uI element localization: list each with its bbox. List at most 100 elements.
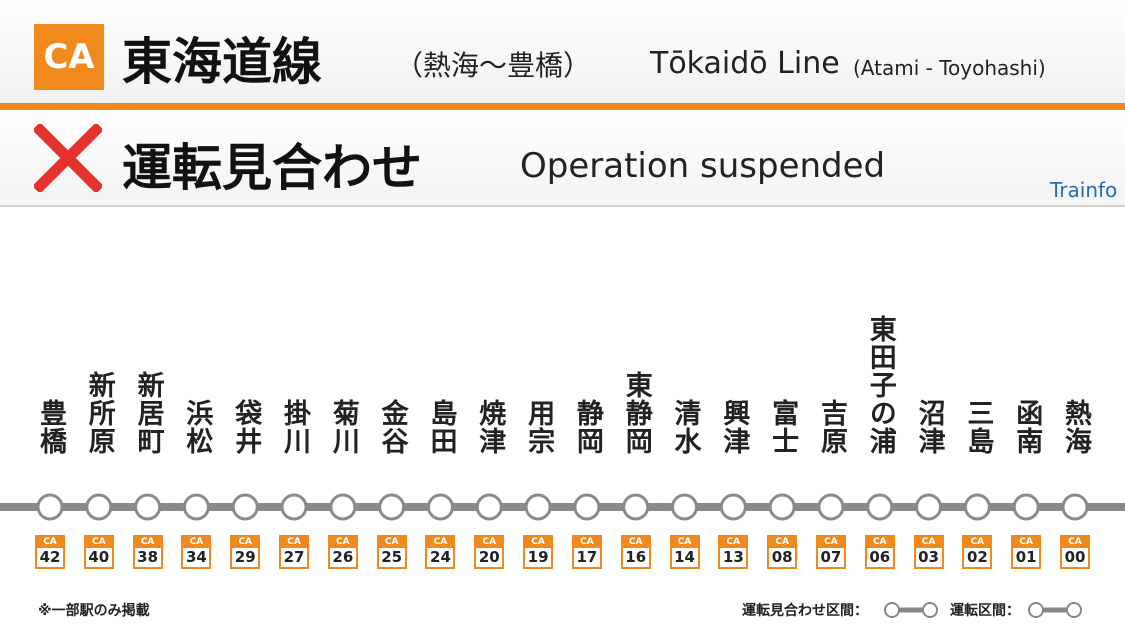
station-code: 01 — [1015, 548, 1037, 566]
station-code-badge: CA 07 — [815, 535, 846, 569]
station-dot — [426, 493, 454, 521]
station-dot — [280, 493, 308, 521]
station-name: 掛川 — [279, 399, 311, 455]
station-code-line: CA — [329, 537, 356, 548]
station-dot — [85, 493, 113, 521]
station-code-line: CA — [573, 537, 600, 548]
station-code: 07 — [820, 548, 842, 566]
station-code-badge: CA 03 — [913, 535, 944, 569]
station-name: 吉原 — [815, 399, 847, 455]
station-dot — [329, 493, 357, 521]
brand: Trainfo — [1050, 178, 1118, 202]
station-code-line: CA — [915, 537, 942, 548]
station-dot — [768, 493, 796, 521]
station-code: 34 — [185, 548, 207, 566]
station-name: 清水 — [669, 399, 701, 455]
station-name: 用宗 — [523, 399, 555, 455]
station-code-badge: CA 20 — [474, 535, 505, 569]
station-code-line: CA — [769, 537, 796, 548]
route-map — [0, 493, 1125, 521]
station-name: 興津 — [718, 399, 750, 455]
station-code-badge: CA 01 — [1011, 535, 1042, 569]
station-code-line: CA — [281, 537, 308, 548]
line-title-en: Tōkaidō Line — [650, 46, 840, 81]
station-dot — [182, 493, 210, 521]
station-code-line: CA — [85, 537, 112, 548]
station-code-line: CA — [817, 537, 844, 548]
station-dot — [719, 493, 747, 521]
station-code-line: CA — [671, 537, 698, 548]
station-name: 金谷 — [376, 399, 408, 455]
station-code-badge: CA 08 — [767, 535, 798, 569]
station-code-badge: CA 14 — [669, 535, 700, 569]
station-name: 菊川 — [327, 399, 359, 455]
header-band — [0, 0, 1125, 104]
line-section-en: (Atami - Toyohashi) — [853, 56, 1046, 80]
station-code: 40 — [88, 548, 110, 566]
station-code-badge: CA 17 — [571, 535, 602, 569]
legend-suspended: 運転見合わせ区間： — [742, 603, 868, 619]
station-code-badge: CA 06 — [864, 535, 895, 569]
legend-running-icon — [1028, 602, 1082, 618]
station-name: 函南 — [1011, 399, 1043, 455]
station-code-badge: CA 25 — [376, 535, 407, 569]
station-code: 02 — [966, 548, 988, 566]
station-name: 三島 — [962, 399, 994, 455]
line-section: （熱海〜豊橋） — [395, 49, 592, 82]
station-code-line: CA — [622, 537, 649, 548]
station-code-badge: CA 13 — [718, 535, 749, 569]
station-code-line: CA — [1062, 537, 1088, 548]
station-name: 東田子の浦 — [864, 315, 896, 455]
station-code-badge: CA 40 — [83, 535, 114, 569]
station-code: 38 — [137, 548, 159, 566]
station-code-badge: CA 16 — [620, 535, 651, 569]
station-dot — [573, 493, 601, 521]
station-code: 19 — [527, 548, 549, 566]
station-name: 熱海 — [1060, 399, 1091, 455]
station-code-line: CA — [183, 537, 210, 548]
station-code-badge: CA 19 — [523, 535, 554, 569]
station-name: 袋井 — [230, 399, 262, 455]
station-dot — [963, 493, 991, 521]
station-code-badge: CA 38 — [132, 535, 163, 569]
station-code: 13 — [722, 548, 744, 566]
station-code-badge: CA 00 — [1060, 535, 1090, 569]
station-name: 浜松 — [181, 399, 213, 455]
station-dot — [915, 493, 943, 521]
station-code: 08 — [771, 548, 793, 566]
station-code-line: CA — [427, 537, 454, 548]
station-code-badge: CA 29 — [230, 535, 261, 569]
station-code-line: CA — [378, 537, 405, 548]
station-code-line: CA — [134, 537, 161, 548]
station-code: 42 — [39, 548, 61, 566]
station-code: 27 — [283, 548, 305, 566]
legend-suspended-icon — [884, 602, 938, 618]
station-code: 03 — [918, 548, 939, 566]
station-code: 16 — [625, 548, 647, 566]
station-dot — [475, 493, 503, 521]
station-name: 島田 — [425, 399, 457, 455]
station-dot — [671, 493, 699, 521]
station-dot — [622, 493, 650, 521]
station-code: 29 — [234, 548, 256, 566]
station-dot — [378, 493, 406, 521]
line-badge: CA — [34, 24, 104, 90]
station-dot — [134, 493, 162, 521]
station-dot — [866, 493, 894, 521]
station-dot — [36, 493, 64, 521]
station-name: 静岡 — [571, 399, 603, 455]
station-name: 焼津 — [474, 399, 506, 455]
station-code: 24 — [430, 548, 451, 566]
line-title: 東海道線 — [122, 33, 322, 91]
station-code-badge: CA 42 — [35, 535, 65, 569]
station-name: 新所原 — [83, 371, 115, 455]
station-code-line: CA — [525, 537, 552, 548]
note: ※一部駅のみ掲載 — [38, 603, 150, 619]
station-name: 沼津 — [913, 399, 945, 455]
station-dot — [524, 493, 552, 521]
station-code-line: CA — [720, 537, 747, 548]
station-name: 富士 — [767, 399, 799, 455]
station-code: 20 — [478, 548, 500, 566]
station-code-line: CA — [1013, 537, 1040, 548]
